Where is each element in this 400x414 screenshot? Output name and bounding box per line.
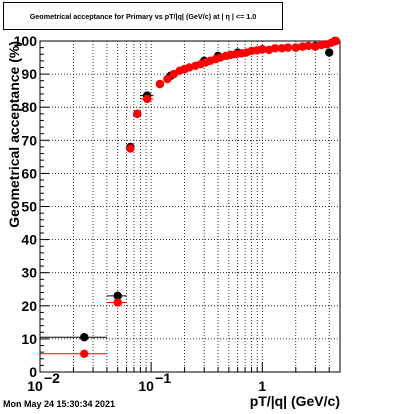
x-tick-label: 10 (138, 378, 154, 394)
chart-title: Geometrical acceptance for Primary vs pT… (29, 11, 257, 21)
red-series-point (258, 45, 267, 54)
y-tick-label: 0 (29, 364, 37, 380)
y-tick-label: 80 (21, 99, 37, 115)
y-tick-label: 10 (21, 331, 37, 347)
y-tick-label: 40 (21, 232, 37, 248)
black-series-point (113, 291, 122, 301)
red-series-point (80, 349, 89, 358)
y-axis-title: Geometrical acceptance (%) (6, 41, 22, 228)
red-series-point (155, 79, 165, 89)
y-tick-label: 30 (21, 265, 37, 281)
red-series-point (283, 43, 293, 52)
x-axis-title: pT/|q| (GeV/c) (250, 393, 340, 409)
red-series-point (331, 36, 341, 46)
chart-title-box: Geometrical acceptance for Primary vs pT… (3, 2, 283, 30)
red-series-point (133, 109, 142, 119)
y-tick-label: 50 (21, 199, 37, 215)
red-series-point (291, 43, 300, 52)
y-tick-label: 20 (21, 298, 37, 314)
y-tick-label: 70 (21, 132, 37, 148)
timestamp-footer: Mon May 24 15:30:34 2021 (3, 399, 116, 409)
red-series-point (142, 94, 152, 104)
x-tick-label-exponent: −1 (155, 370, 171, 386)
x-tick-label: 10 (27, 378, 43, 394)
y-tick-label: 60 (21, 165, 37, 181)
y-tick-label: 90 (21, 66, 37, 82)
black-series-point (80, 333, 89, 342)
x-tick-label: 1 (258, 378, 266, 394)
red-series-point (304, 41, 313, 51)
x-tick-label-exponent: −2 (44, 370, 60, 386)
y-tick-label: 100 (14, 33, 38, 49)
red-series-point (270, 44, 280, 53)
red-series-point (163, 74, 172, 84)
red-series-point (126, 144, 135, 153)
red-series-point (113, 298, 122, 307)
black-series-point (325, 48, 334, 57)
plot-frame (39, 40, 341, 373)
